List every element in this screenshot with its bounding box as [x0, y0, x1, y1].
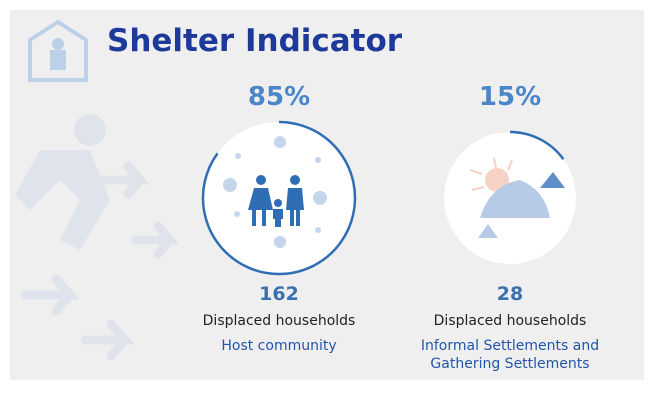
percent-label: 85%: [248, 82, 310, 112]
percent-label: 15%: [479, 82, 541, 112]
infographic: Shelter Indicator 85% 162 Displaced househ…: [0, 0, 654, 405]
group-label: Host community: [179, 337, 379, 355]
count-label: Displaced households: [203, 313, 356, 329]
group-label: Informal Settlements and Gathering Settl…: [410, 337, 610, 373]
count: 28: [497, 283, 523, 305]
count-label: Displaced households: [434, 313, 587, 329]
title: Shelter Indicator: [107, 23, 403, 59]
count: 162: [259, 283, 299, 305]
